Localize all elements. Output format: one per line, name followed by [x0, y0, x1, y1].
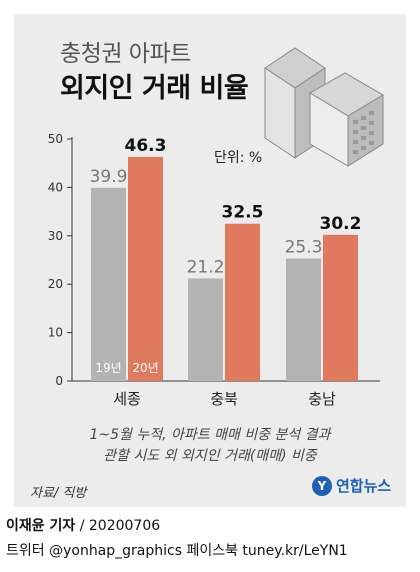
- yonhap-logo-icon: Y: [312, 475, 332, 496]
- source-label: 자료/ 직방: [30, 486, 87, 501]
- legend-label-20년: 20년: [132, 361, 158, 375]
- value-label: 39.9: [90, 167, 128, 187]
- apartment-building-icon: [264, 47, 384, 167]
- note-line1: 1~5월 누적, 아파트 매매 비중 분석 결과: [89, 427, 331, 443]
- bar-충남-19년: [286, 258, 321, 381]
- social-line: 트위터 @yonhap_graphics 페이스북 tuney.kr/LeYN1: [6, 543, 348, 559]
- chart-title-line2: 외지인 거래 비율: [60, 73, 249, 104]
- value-label: 21.2: [187, 257, 225, 277]
- credit-line: 이재윤 기자 / 20200706: [6, 515, 160, 535]
- y-tick-label: 10: [48, 326, 63, 340]
- bar-세종-19년: [91, 187, 126, 381]
- bar-충북-19년: [188, 278, 223, 381]
- value-label: 46.3: [125, 136, 167, 156]
- value-label: 30.2: [320, 214, 362, 234]
- category-label: 충북: [210, 390, 238, 408]
- unit-label: 단위: %: [214, 150, 263, 166]
- category-label: 세종: [113, 390, 141, 408]
- y-tick-label: 40: [48, 180, 63, 194]
- yonhap-logo: Y 연합뉴스: [312, 475, 391, 496]
- y-tick-label: 30: [48, 229, 63, 243]
- y-tick-label: 50: [48, 132, 63, 146]
- bar-세종-20년: [128, 156, 163, 381]
- bar-충남-20년: [323, 234, 358, 381]
- value-label: 32.5: [222, 203, 264, 223]
- note-line2: 관할 시도 외 외지인 거래(매매) 비중: [103, 448, 317, 464]
- y-tick-label: 20: [48, 277, 63, 291]
- category-label: 충남: [308, 390, 336, 408]
- value-label: 25.3: [285, 238, 323, 258]
- reporter-name: 이재윤 기자: [6, 518, 76, 534]
- credit-date: / 20200706: [75, 518, 161, 534]
- legend-label-19년: 19년: [95, 361, 121, 375]
- bar-충북-20년: [225, 223, 260, 381]
- y-tick-label: 0: [55, 374, 63, 388]
- yonhap-logo-text: 연합뉴스: [336, 477, 392, 495]
- chart-title-line1: 충청권 아파트: [60, 41, 191, 67]
